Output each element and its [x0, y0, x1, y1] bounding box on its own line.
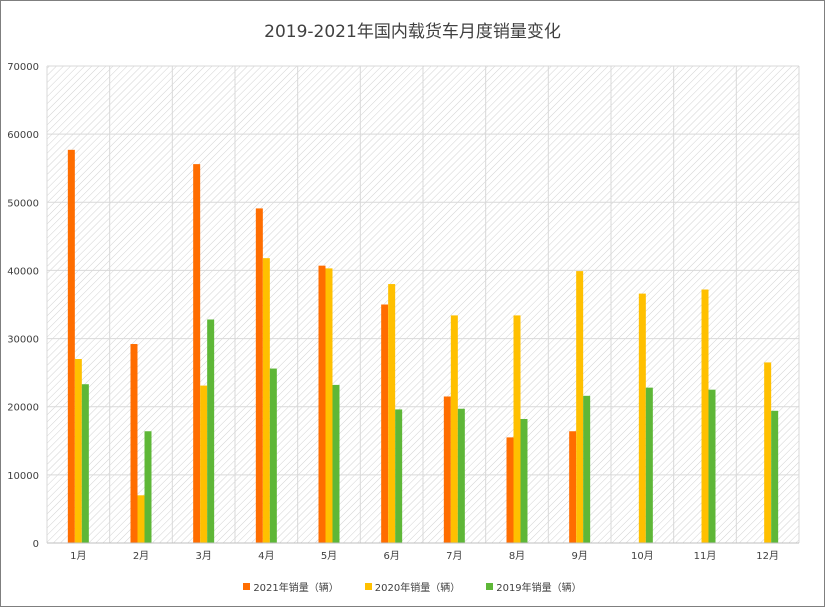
y-tick-label: 10000 [7, 471, 39, 482]
bar [130, 344, 138, 543]
bar [200, 385, 208, 543]
bar [255, 208, 263, 543]
x-tick-label: 11月 [694, 550, 717, 562]
x-tick-label: 5月 [321, 550, 337, 562]
chart-title: 2019-2021年国内载货车月度销量变化 [264, 22, 561, 42]
legend: 2021年销量（辆） 2020年销量（辆） 2019年销量（辆） [1, 579, 824, 594]
legend-label: 2021年销量（辆） [253, 583, 339, 594]
x-tick-label: 10月 [631, 550, 654, 562]
bar [381, 304, 389, 543]
bar [262, 258, 270, 543]
bar [513, 315, 521, 543]
bar [764, 362, 772, 543]
bar [137, 495, 145, 543]
y-tick-label: 30000 [7, 335, 39, 346]
bar [74, 359, 82, 543]
legend-item: 2020年销量（辆） [364, 579, 461, 594]
x-tick-label: 8月 [509, 550, 525, 562]
bar [638, 293, 646, 543]
bar [269, 368, 277, 543]
bar [67, 149, 75, 543]
x-tick-label: 1月 [70, 550, 86, 562]
x-tick-label: 6月 [383, 550, 399, 562]
legend-swatch [486, 583, 494, 590]
legend-label: 2019年销量（辆） [496, 583, 582, 594]
bar [457, 408, 465, 543]
bar [569, 431, 577, 543]
x-tick-label: 3月 [195, 550, 211, 562]
bars [67, 149, 779, 543]
legend-label: 2020年销量（辆） [374, 583, 461, 594]
bar [318, 265, 326, 543]
y-tick-label: 70000 [7, 62, 39, 73]
bar [701, 289, 709, 543]
bar [388, 284, 396, 543]
bar [771, 410, 779, 543]
x-tick-label: 4月 [258, 550, 274, 562]
legend-item: 2019年销量（辆） [486, 579, 582, 594]
bar [144, 431, 152, 543]
bar [583, 395, 591, 543]
bar [450, 315, 458, 543]
bar [332, 384, 340, 543]
legend-swatch [243, 583, 251, 590]
y-tick-label: 60000 [7, 130, 39, 141]
bar [708, 389, 716, 543]
bar [395, 409, 403, 543]
x-tick-label: 7月 [446, 550, 462, 562]
y-tick-label: 20000 [7, 403, 39, 414]
bar [443, 396, 451, 543]
x-tick-label: 2月 [133, 550, 149, 562]
bar [193, 164, 201, 543]
bar [520, 418, 528, 543]
y-tick-label: 0 [33, 539, 39, 550]
legend-swatch [364, 583, 372, 590]
bar [506, 437, 514, 543]
bar [576, 271, 584, 543]
x-tick-label: 9月 [571, 550, 587, 562]
y-tick-label: 40000 [7, 266, 39, 277]
bar [645, 387, 653, 543]
bar [207, 319, 215, 543]
legend-item: 2021年销量（辆） [243, 579, 339, 594]
axes: 0 10000 20000 30000 40000 50000 60000 70000 1月 2月… [7, 62, 799, 562]
bar [81, 384, 89, 543]
bar [325, 268, 333, 543]
y-tick-label: 50000 [7, 198, 39, 209]
x-tick-label: 12月 [756, 550, 779, 562]
